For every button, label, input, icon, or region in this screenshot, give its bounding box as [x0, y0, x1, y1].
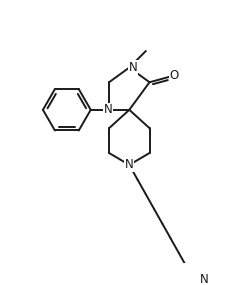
Text: O: O	[170, 69, 179, 82]
Text: N: N	[129, 61, 137, 74]
Text: N: N	[200, 273, 209, 285]
Text: N: N	[104, 103, 113, 116]
Text: N: N	[125, 158, 134, 172]
